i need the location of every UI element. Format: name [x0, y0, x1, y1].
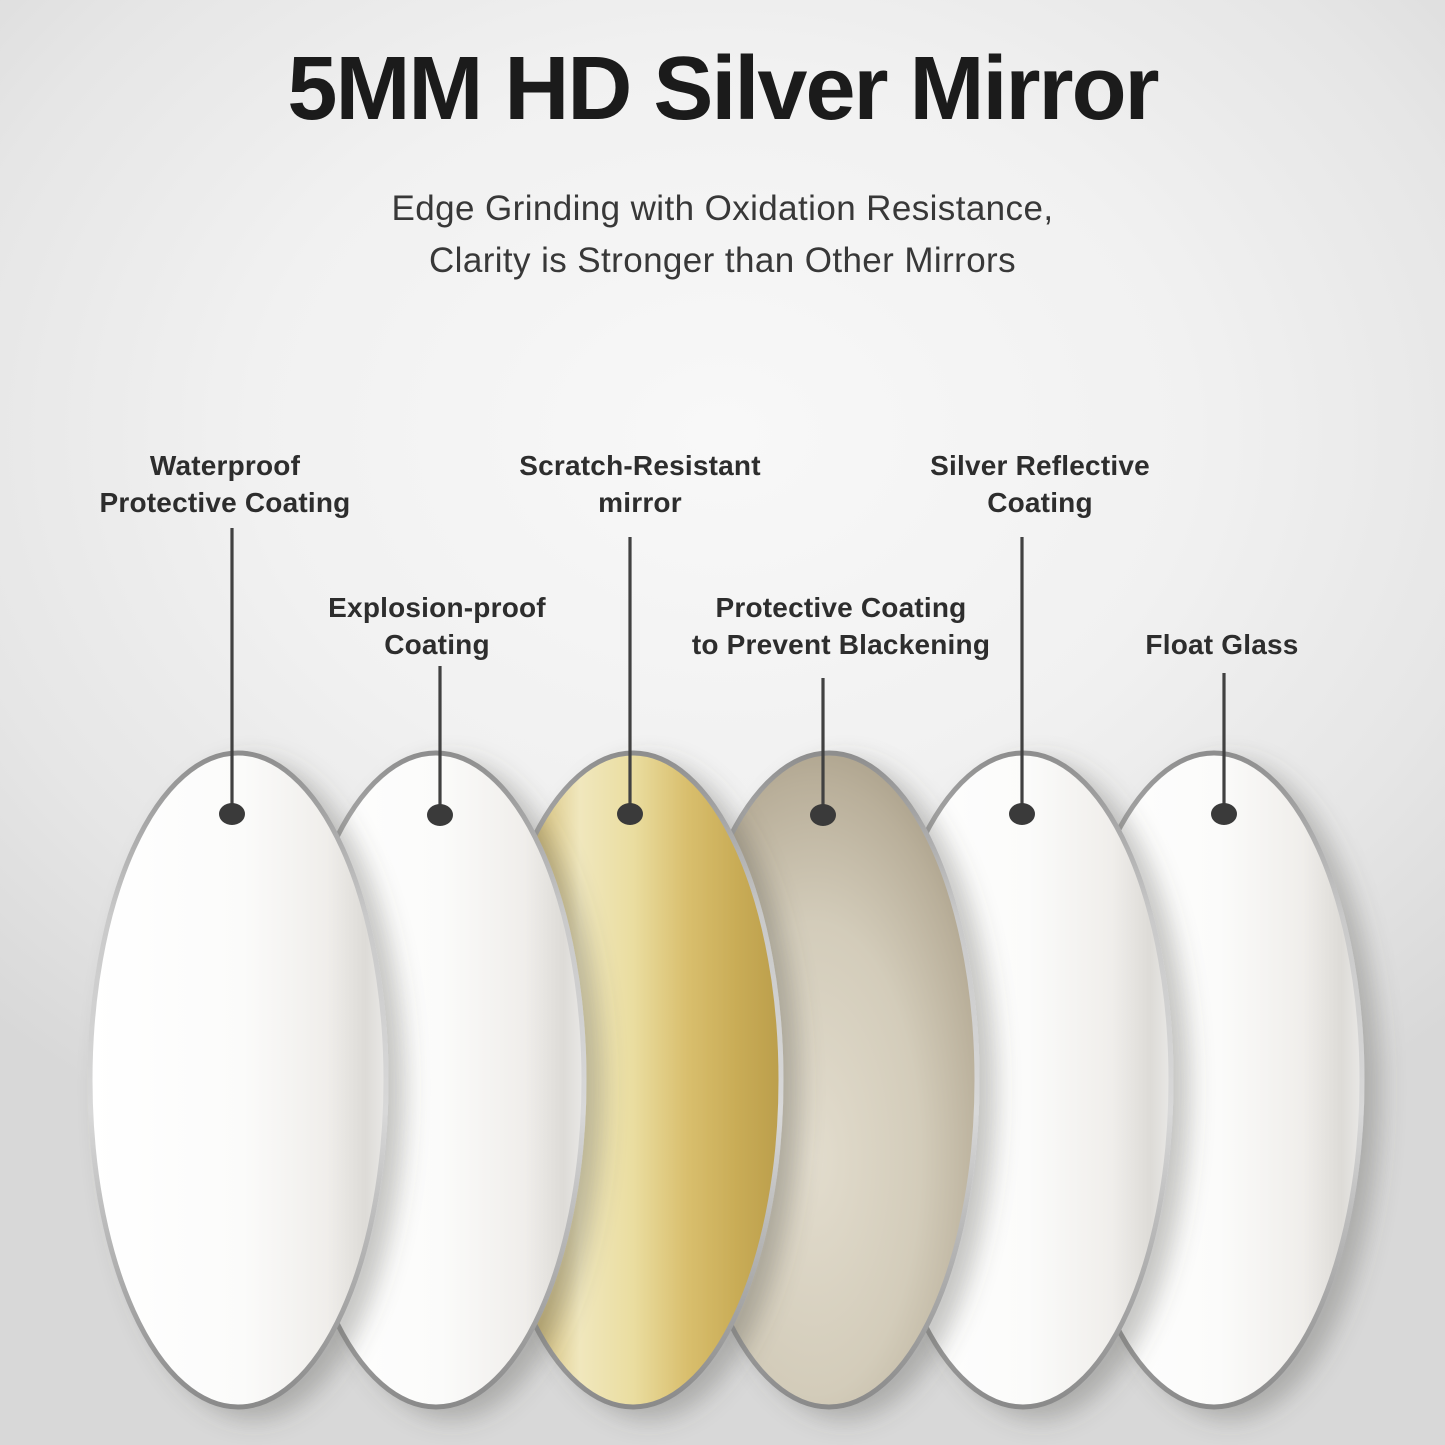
- page-title: 5MM HD Silver Mirror: [287, 39, 1159, 139]
- anchor-dot-waterproof-protective-coating: [219, 803, 245, 825]
- layer-label-protective-coating-anti-blackening: Protective Coating to Prevent Blackening: [691, 592, 991, 661]
- subtitle: Edge Grinding with Oxidation Resistance,…: [0, 183, 1445, 287]
- layer-label-explosion-proof-coating: Explosion-proof Coating: [328, 592, 546, 661]
- disc-waterproof-protective-coating: [87, 750, 389, 1410]
- anchor-dot-float-glass: [1211, 803, 1237, 825]
- anchor-dot-scratch-resistant-mirror: [617, 803, 643, 825]
- anchor-dot-explosion-proof-coating: [427, 804, 453, 826]
- anchor-dot-protective-coating-anti-blackening: [810, 804, 836, 826]
- layer-label-waterproof-protective-coating: Waterproof Protective Coating: [99, 450, 351, 519]
- subtitle-line-1: Edge Grinding with Oxidation Resistance,: [391, 189, 1054, 228]
- layer-label-silver-reflective-coating: Silver Reflective Coating: [930, 450, 1150, 519]
- layer-label-scratch-resistant-mirror: Scratch-Resistant mirror: [519, 450, 761, 519]
- anchor-dot-silver-reflective-coating: [1009, 803, 1035, 825]
- layer-label-float-glass: Float Glass: [1145, 629, 1299, 660]
- subtitle-line-2: Clarity is Stronger than Other Mirrors: [428, 241, 1017, 280]
